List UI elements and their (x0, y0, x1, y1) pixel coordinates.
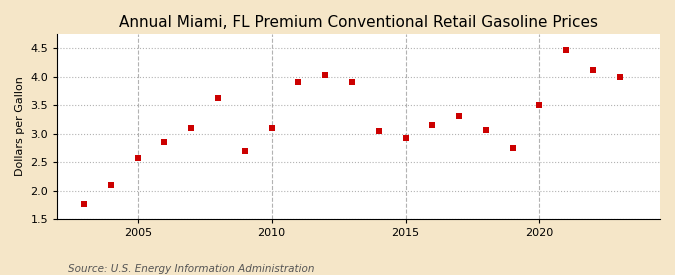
Point (454, 114, 464, 119)
Point (266, 126, 277, 130)
Point (534, 102, 545, 107)
Point (508, 145, 518, 150)
Point (159, 139, 170, 144)
Point (373, 129, 384, 133)
Point (293, 79, 304, 84)
Point (213, 95, 223, 100)
Point (132, 156, 143, 160)
Y-axis label: Dollars per Gallon: Dollars per Gallon (15, 76, 25, 176)
Point (481, 127, 491, 132)
Point (427, 123, 437, 127)
Point (79, 202, 90, 206)
Point (320, 73, 331, 77)
Point (346, 80, 357, 84)
Point (561, 48, 572, 52)
Point (105, 183, 116, 187)
Point (588, 68, 599, 72)
Text: Source: U.S. Energy Information Administration: Source: U.S. Energy Information Administ… (68, 264, 314, 274)
Point (400, 136, 411, 140)
Title: Annual Miami, FL Premium Conventional Retail Gasoline Prices: Annual Miami, FL Premium Conventional Re… (119, 15, 598, 30)
Point (186, 126, 196, 130)
Point (240, 149, 250, 153)
Point (614, 75, 625, 79)
